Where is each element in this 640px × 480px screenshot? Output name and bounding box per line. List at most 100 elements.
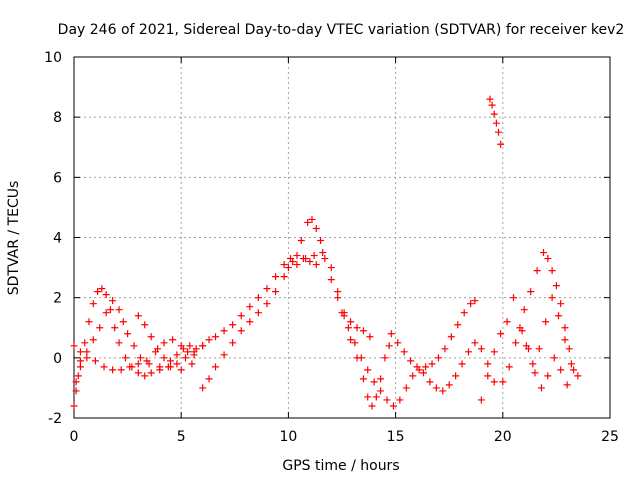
data-point (353, 324, 361, 332)
data-point (570, 366, 578, 374)
data-point (548, 294, 556, 302)
data-point (552, 282, 560, 290)
data-point (471, 339, 479, 347)
y-tick-label: 8 (53, 110, 62, 126)
data-point (327, 264, 335, 272)
data-point (317, 237, 325, 245)
data-point (177, 366, 185, 374)
data-point (490, 378, 498, 386)
y-tick-label: 0 (53, 351, 62, 367)
data-point (297, 237, 305, 245)
data-point (121, 354, 129, 362)
data-point (351, 339, 359, 347)
data-point (91, 357, 99, 365)
data-point (359, 375, 367, 383)
data-point (147, 369, 155, 377)
y-axis-label: SDTVAR / TECUs (6, 181, 22, 296)
data-point (160, 339, 168, 347)
series-track-B (72, 297, 196, 386)
data-point (111, 324, 119, 332)
data-point (432, 384, 440, 392)
data-point (136, 354, 144, 362)
data-point (471, 297, 479, 305)
series-track-H (387, 330, 498, 395)
data-point (293, 252, 301, 260)
data-point (344, 324, 352, 332)
series-track-K (520, 249, 578, 374)
data-point (141, 372, 149, 380)
data-point (527, 288, 535, 296)
data-point (124, 330, 132, 338)
data-point (460, 309, 468, 317)
data-point (130, 342, 138, 350)
data-point (402, 384, 410, 392)
data-point (74, 372, 82, 380)
data-point (377, 375, 385, 383)
data-point (302, 255, 310, 263)
data-point (89, 336, 97, 344)
data-point (567, 360, 575, 368)
data-point (497, 330, 505, 338)
data-point (141, 321, 149, 329)
series-track-I (486, 95, 505, 148)
data-point (490, 348, 498, 356)
data-point (540, 249, 548, 257)
data-point (143, 357, 151, 365)
data-point (531, 369, 539, 377)
data-point (237, 327, 245, 335)
data-point (563, 381, 571, 389)
data-point (83, 354, 91, 362)
series-track-J (477, 294, 582, 404)
data-point (495, 128, 503, 136)
y-tick-label: -2 (48, 411, 62, 427)
data-point (389, 402, 397, 410)
data-point (289, 258, 297, 266)
data-point (102, 309, 110, 317)
data-point (505, 363, 513, 371)
data-point (381, 354, 389, 362)
data-point (387, 330, 395, 338)
data-point (533, 267, 541, 275)
data-point (357, 354, 365, 362)
data-point (338, 309, 346, 317)
data-point (321, 255, 329, 263)
data-point (385, 342, 393, 350)
data-point (548, 267, 556, 275)
data-point (312, 224, 320, 232)
data-point (166, 357, 174, 365)
data-point (134, 312, 142, 320)
data-point (106, 306, 114, 314)
data-point (156, 363, 164, 371)
data-point (229, 339, 237, 347)
data-point (555, 312, 563, 320)
data-point (312, 261, 320, 269)
data-point (166, 363, 174, 371)
data-point (434, 354, 442, 362)
data-point (109, 366, 117, 374)
data-point (89, 300, 97, 308)
data-point (499, 378, 507, 386)
data-point (428, 360, 436, 368)
data-point (229, 321, 237, 329)
data-point (400, 348, 408, 356)
data-point (359, 327, 367, 335)
x-tick-label: 10 (279, 429, 297, 445)
data-point (334, 288, 342, 296)
data-point (426, 378, 434, 386)
data-point (72, 387, 80, 395)
data-point (246, 318, 254, 326)
data-point (497, 140, 505, 148)
data-point (212, 363, 220, 371)
series-track-L (499, 327, 571, 392)
data-point (115, 306, 123, 314)
data-point (94, 288, 102, 296)
data-point (458, 360, 466, 368)
data-point (237, 312, 245, 320)
data-point (377, 387, 385, 395)
data-point (327, 276, 335, 284)
data-point (76, 357, 84, 365)
x-tick-label: 20 (494, 429, 512, 445)
data-point (441, 345, 449, 353)
data-point (537, 384, 545, 392)
data-point (263, 285, 271, 293)
